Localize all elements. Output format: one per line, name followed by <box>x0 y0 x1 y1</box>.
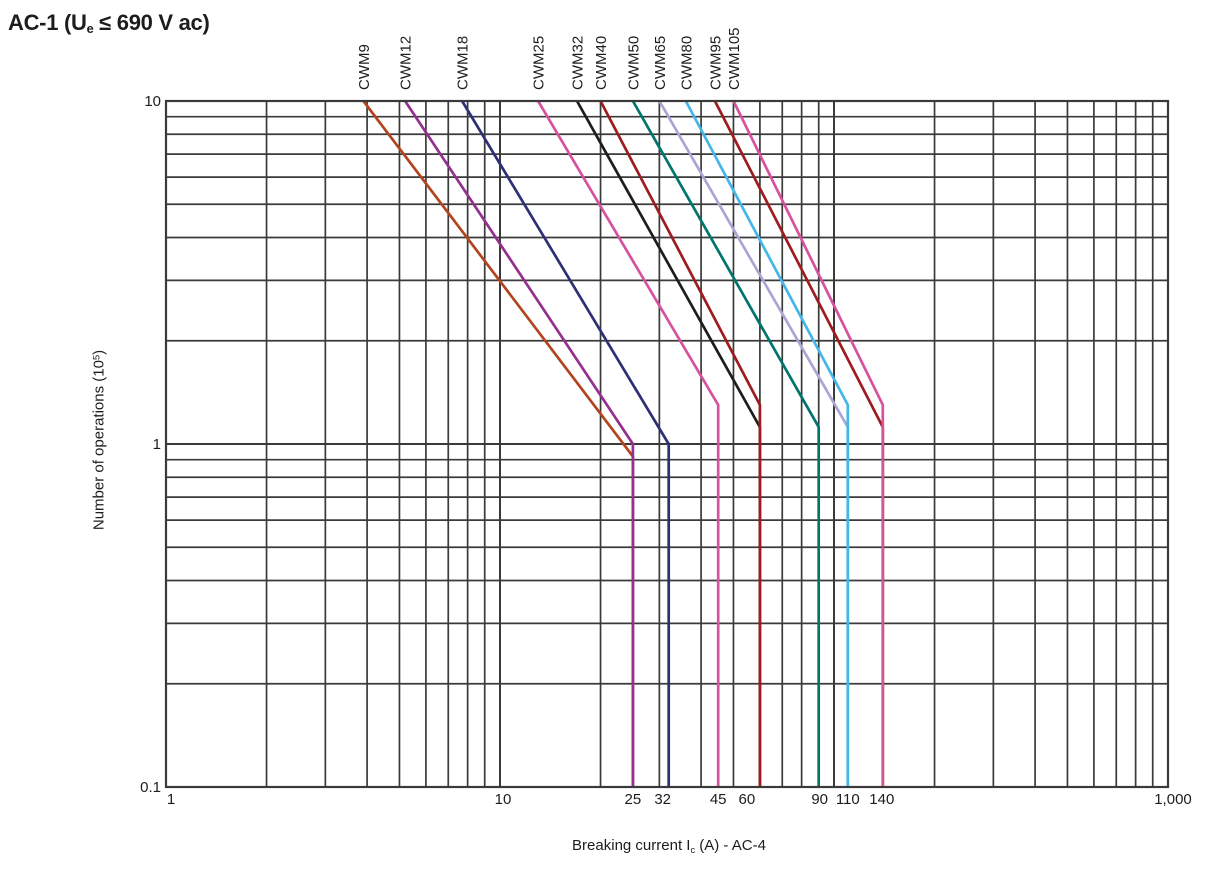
title-text: AC-1 (U <box>8 10 87 35</box>
curve-label-CWM12: CWM12 <box>398 36 415 90</box>
curve-label-CWM18: CWM18 <box>455 36 472 90</box>
curve-CWM12 <box>403 100 635 787</box>
curve-label-CWM95: CWM95 <box>707 36 724 90</box>
chart-title: AC-1 (Ue ≤ 690 V ac) <box>8 10 210 37</box>
x-tick-60: 60 <box>739 791 756 808</box>
curve-CWM25 <box>536 100 720 787</box>
x-tick-25: 25 <box>625 791 642 808</box>
x-axis-label-suffix: (A) - AC-4 <box>695 837 766 854</box>
y-tick-0.1: 0.1 <box>140 779 161 796</box>
curve-label-CWM80: CWM80 <box>678 36 695 90</box>
x-tick-110: 110 <box>836 791 860 808</box>
x-tick-45: 45 <box>710 791 727 808</box>
curve-label-CWM50: CWM50 <box>625 36 642 90</box>
x-axis-label: Breaking current Ic (A) - AC-4 <box>572 837 766 855</box>
x-tick-1: 1 <box>167 791 175 808</box>
curve-label-CWM105: CWM105 <box>726 27 743 90</box>
title-text-suffix: ≤ 690 V ac) <box>93 10 210 35</box>
x-tick-140: 140 <box>869 791 894 808</box>
curve-label-CWM65: CWM65 <box>652 36 669 90</box>
y-axis-label-suffix: ) <box>90 349 108 355</box>
y-tick-1: 1 <box>153 436 161 453</box>
curve-CWM18 <box>460 100 671 787</box>
y-tick-10: 10 <box>144 93 161 110</box>
y-axis-label-superscript: 5 <box>91 354 102 361</box>
curve-CWM105 <box>732 100 885 787</box>
curve-label-CWM25: CWM25 <box>531 36 548 90</box>
curve-CWM40 <box>599 100 762 787</box>
y-axis-label: Number of operations (105) <box>91 350 108 530</box>
x-tick-90: 90 <box>811 791 828 808</box>
plot-border <box>164 99 1170 789</box>
curve-label-CWM32: CWM32 <box>570 36 587 90</box>
x-axis-label-text: Breaking current I <box>572 837 691 854</box>
curve-CWM50 <box>631 100 821 787</box>
curve-label-CWM9: CWM9 <box>356 44 373 90</box>
x-axis-label-subscript: c <box>690 844 696 855</box>
x-tick-32: 32 <box>654 791 671 808</box>
y-axis-label-text: Number of operations (10 <box>90 360 108 531</box>
x-tick-1,000: 1,000 <box>1154 791 1192 808</box>
title-subscript: e <box>86 21 94 37</box>
x-tick-10: 10 <box>495 791 512 808</box>
curve-label-CWM40: CWM40 <box>593 36 610 90</box>
curve-CWM80 <box>684 100 850 787</box>
